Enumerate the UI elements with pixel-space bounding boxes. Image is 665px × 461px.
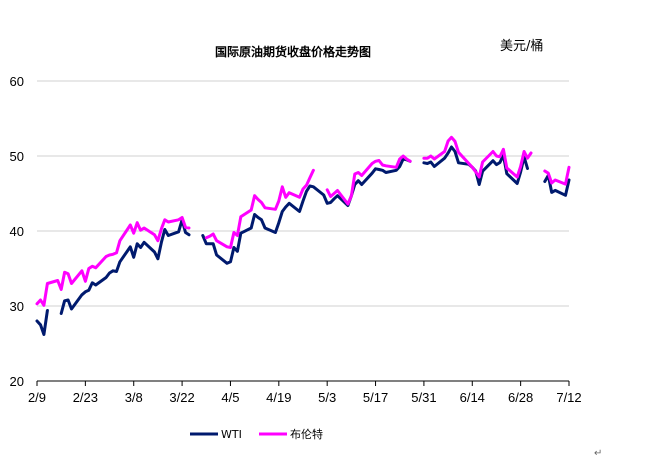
x-tick-label: 3/8 (125, 390, 143, 405)
x-tick-label: 7/12 (556, 390, 581, 405)
y-tick-label: 50 (10, 149, 24, 164)
x-tick-label: 4/5 (221, 390, 239, 405)
x-tick-label: 6/14 (460, 390, 485, 405)
unit-label: 美元/桶 (500, 39, 543, 54)
x-tick-label: 2/9 (28, 390, 46, 405)
series-lines (35, 135, 571, 336)
series-line-wti-seg1 (59, 218, 191, 315)
x-tick-label: 4/19 (266, 390, 291, 405)
series-line-wti-seg2 (201, 157, 412, 265)
x-tick-label: 5/17 (363, 390, 388, 405)
x-tick-label: 6/28 (508, 390, 533, 405)
x-tick-label: 2/23 (73, 390, 98, 405)
series-line-wti-seg4 (543, 173, 571, 197)
series-line-brent-seg1 (204, 168, 315, 249)
chart-title: 国际原油期货收盘价格走势图 (215, 44, 371, 59)
series-line-wti-seg3 (422, 145, 529, 186)
y-axis-ticks: 20 30 40 50 60 (10, 74, 24, 389)
series-line-wti-seg0 (35, 309, 49, 336)
series-line-brent-seg3 (422, 135, 533, 179)
x-axis-ticks: 2/9 2/23 3/8 3/22 4/5 4/19 5/3 5/17 5/31 6/14 6/28… (28, 381, 582, 405)
x-tick-label: 5/31 (411, 390, 436, 405)
x-tick-label: 5/3 (318, 390, 336, 405)
y-tick-label: 40 (10, 224, 24, 239)
series-line-brent-seg0 (35, 216, 191, 307)
y-tick-label: 30 (10, 299, 24, 314)
y-tick-label: 20 (10, 374, 24, 389)
legend: WTI 布伦特 (190, 427, 323, 441)
series-line-brent-seg2 (325, 154, 412, 206)
paragraph-return-mark: ↵ (594, 448, 602, 459)
x-tick-label: 3/22 (169, 390, 194, 405)
series-line-brent-seg4 (543, 165, 571, 186)
y-tick-label: 60 (10, 74, 24, 89)
legend-label-brent: 布伦特 (290, 427, 323, 441)
legend-label-wti: WTI (221, 428, 242, 441)
